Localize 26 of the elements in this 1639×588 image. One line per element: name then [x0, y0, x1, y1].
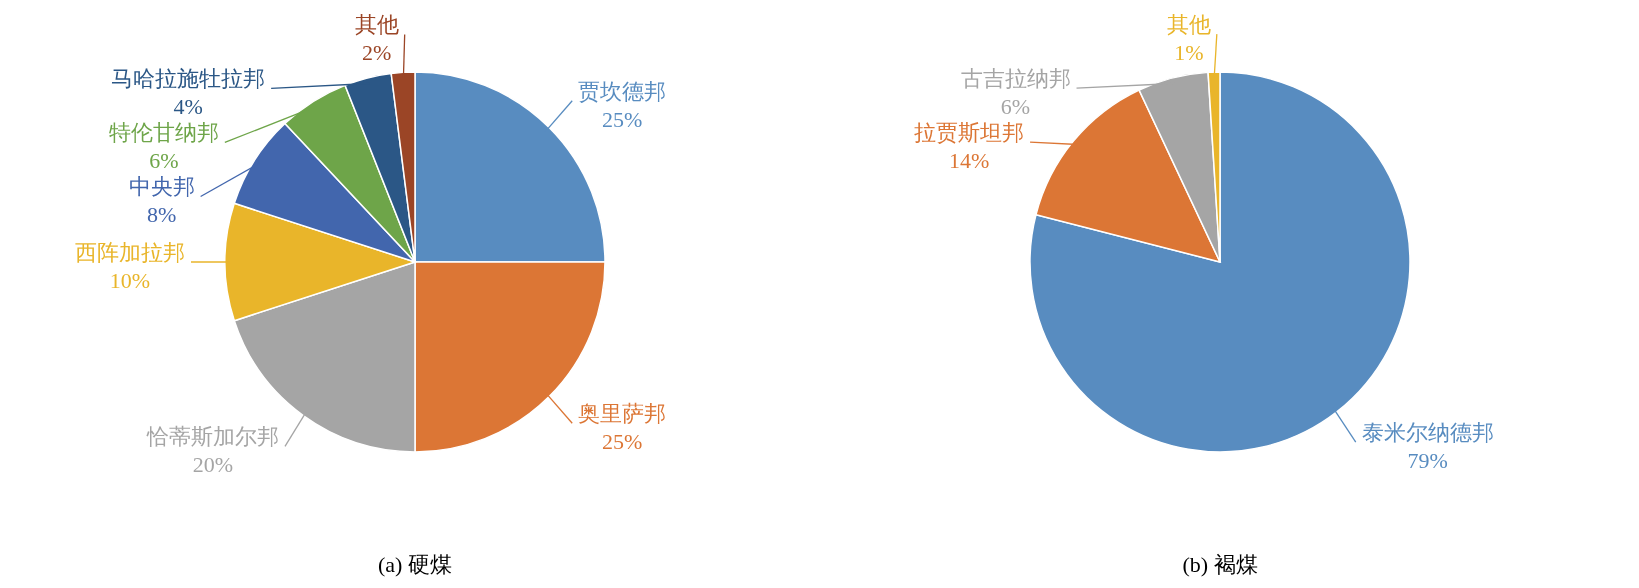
- slice-label: 奥里萨邦: [578, 401, 667, 427]
- data-label: 25%: [602, 429, 643, 455]
- slice-label: 贾坎德邦: [578, 78, 667, 104]
- text: (b) 褐煤: [1182, 552, 1258, 577]
- slice-label: 其他: [354, 12, 399, 38]
- slice-label: 特伦甘纳邦: [108, 120, 219, 146]
- slice-label: 中央邦: [128, 174, 195, 200]
- data-label: 6%: [1000, 94, 1031, 120]
- slice-label: 马哈拉施牡拉邦: [111, 66, 266, 92]
- data-label: 79%: [1407, 448, 1448, 474]
- slice-label: 泰米尔纳德邦: [1361, 420, 1494, 446]
- slice-label: 恰蒂斯加尔邦: [145, 424, 279, 450]
- data-label: 20%: [192, 452, 234, 478]
- data-label: 2%: [362, 40, 392, 66]
- slice-label: 其他: [1166, 12, 1211, 38]
- data-label: 14%: [948, 148, 990, 174]
- data-label: 6%: [149, 148, 179, 174]
- slice-label: 拉贾斯坦邦: [914, 120, 1025, 146]
- data-label: 1%: [1174, 40, 1204, 66]
- slice-label: 西阵加拉邦: [75, 240, 185, 265]
- text: (a) 硬煤: [378, 552, 452, 577]
- data-label: 25%: [602, 106, 643, 132]
- data-label: 10%: [109, 268, 151, 293]
- data-label: 8%: [146, 202, 177, 228]
- slice-label: 古吉拉纳邦: [960, 66, 1071, 92]
- data-label: 4%: [173, 94, 203, 120]
